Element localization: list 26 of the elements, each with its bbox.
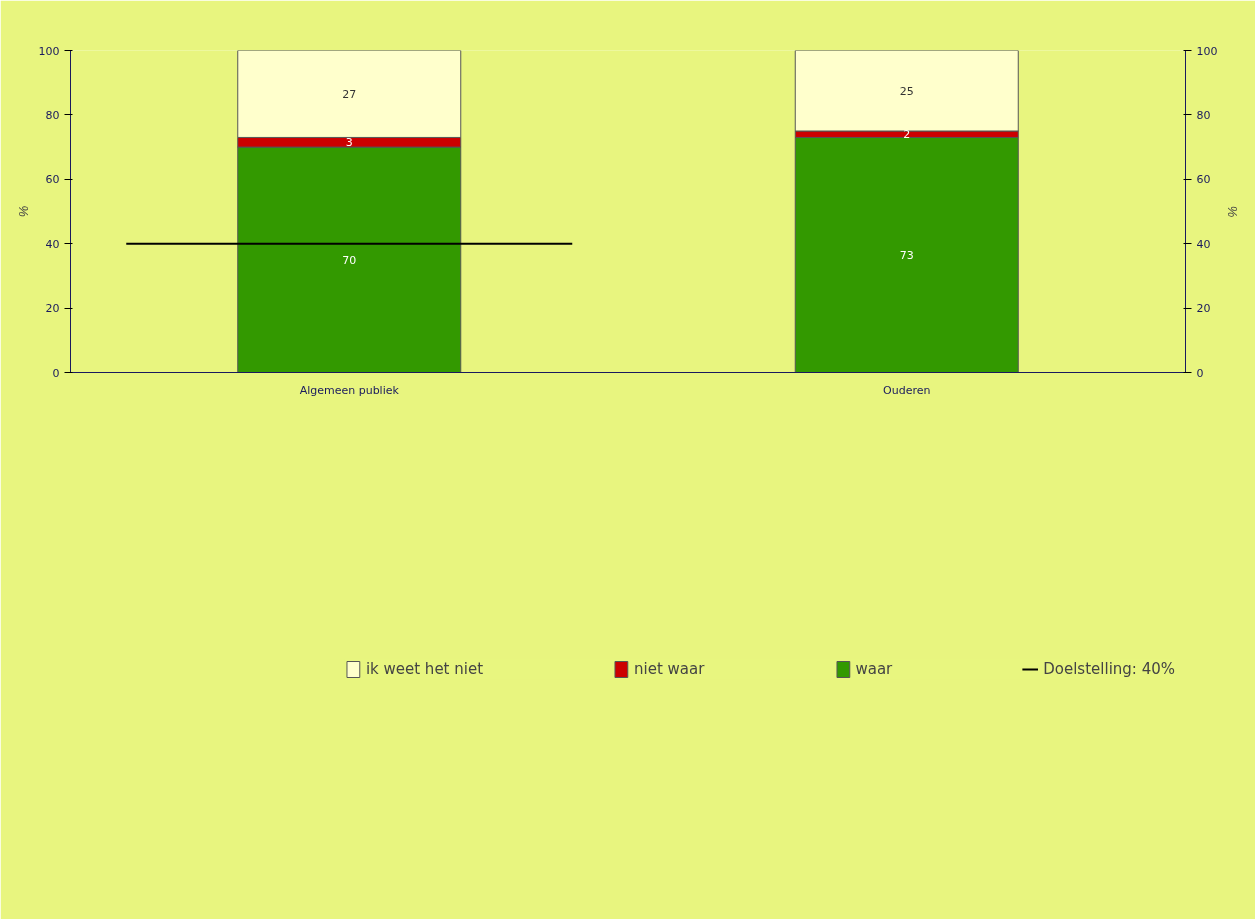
data-label: 70 [342, 253, 357, 267]
y2-tick-label: 0 [1196, 366, 1204, 380]
x-tick-label: Algemeen publiek [299, 383, 400, 397]
y2-tick-label: 80 [1196, 108, 1211, 122]
data-label: 2 [903, 128, 911, 142]
y-tick-label: 20 [45, 302, 60, 316]
y-tick-label: 100 [38, 44, 60, 58]
legend-label: waar [855, 660, 893, 678]
legend-label: Doelstelling: 40% [1043, 660, 1175, 678]
data-label: 27 [342, 87, 357, 101]
y-tick-label: 40 [45, 237, 60, 251]
y-tick-label: 80 [45, 108, 60, 122]
data-label: 3 [345, 136, 353, 150]
y2-axis-title: % [1225, 205, 1241, 218]
y2-tick-label: 60 [1196, 173, 1211, 187]
y-axis-title: % [15, 205, 31, 218]
legend-label: niet waar [634, 660, 705, 678]
y-tick-label: 60 [45, 173, 60, 187]
x-tick-label: Ouderen [883, 383, 931, 397]
y2-tick-label: 40 [1196, 237, 1211, 251]
legend-label: ik weet het niet [365, 660, 484, 678]
data-label: 25 [899, 84, 914, 98]
y-tick-label: 0 [52, 366, 60, 380]
data-label: 73 [899, 248, 914, 262]
y2-tick-label: 100 [1196, 44, 1218, 58]
y2-tick-label: 20 [1196, 302, 1211, 316]
